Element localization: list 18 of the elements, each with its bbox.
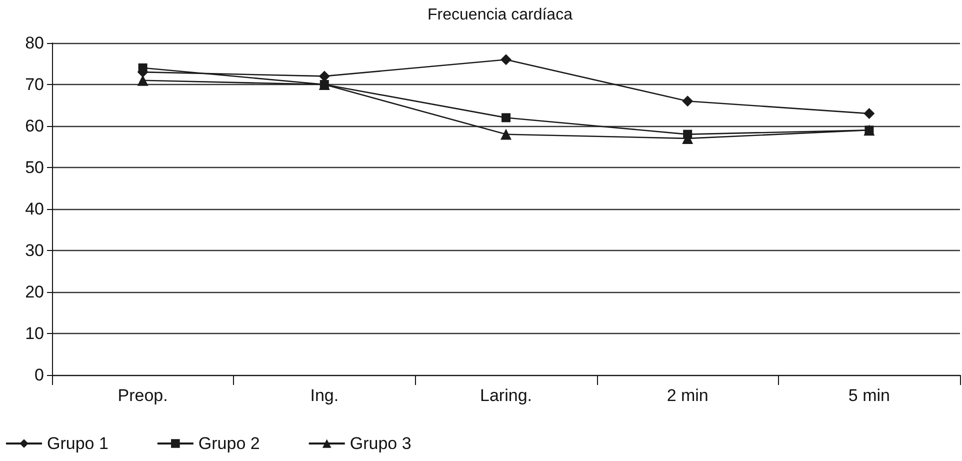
legend-label: Grupo 2 xyxy=(198,434,260,453)
x-tick-label: Preop. xyxy=(118,386,168,405)
x-tick-label: 5 min xyxy=(848,386,890,405)
y-tick-label: 20 xyxy=(25,282,44,302)
legend-label: Grupo 1 xyxy=(47,434,108,453)
y-tick-label: 60 xyxy=(25,116,44,136)
chart-title: Frecuencia cardíaca xyxy=(428,6,573,24)
y-tick-label: 50 xyxy=(25,158,44,177)
y-tick-label: 70 xyxy=(25,75,44,94)
x-tick-label: 2 min xyxy=(666,386,708,405)
x-tick-label: Ing. xyxy=(310,386,339,405)
y-tick-label: 0 xyxy=(34,366,44,384)
legend-label: Grupo 3 xyxy=(350,434,412,453)
y-tick-label: 80 xyxy=(25,34,44,52)
y-tick-label: 30 xyxy=(25,241,44,260)
y-tick-label: 10 xyxy=(25,324,44,343)
x-tick-label: Laring. xyxy=(480,386,532,405)
y-tick-label: 40 xyxy=(25,200,44,218)
